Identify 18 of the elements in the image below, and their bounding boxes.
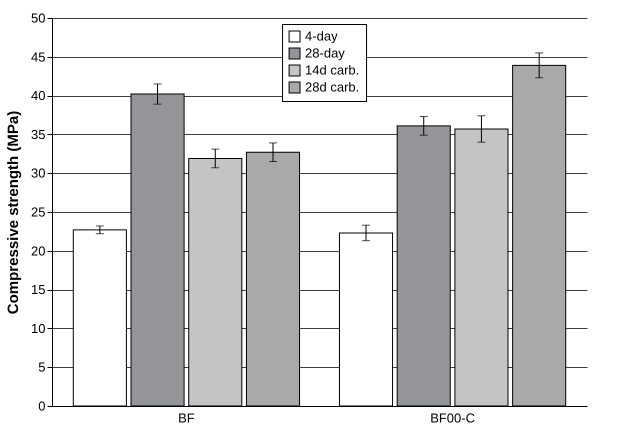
y-tick-label: 45 [31,49,46,64]
legend-label: 28-day [305,46,346,60]
y-tick-label: 20 [31,243,46,258]
y-axis-title: Compressive strength (MPa) [5,110,22,314]
y-tick-label: 25 [31,204,46,220]
x-tick-label: BF [178,410,195,426]
y-tick-label: 15 [31,282,46,298]
y-tick-label: 50 [31,10,46,26]
y-tick-label: 30 [31,166,46,181]
y-tick-label: 0 [38,398,46,414]
legend-label: 4-day [305,28,338,44]
legend-label: 28d carb. [305,80,360,94]
x-tick-label: BF00-C [430,410,475,426]
legend-label: 14d carb. [305,62,360,78]
y-tick-label: 5 [38,360,46,375]
y-tick-label: 10 [31,320,46,336]
y-tick-label: 35 [31,126,46,142]
y-tick-label: 40 [31,88,46,104]
